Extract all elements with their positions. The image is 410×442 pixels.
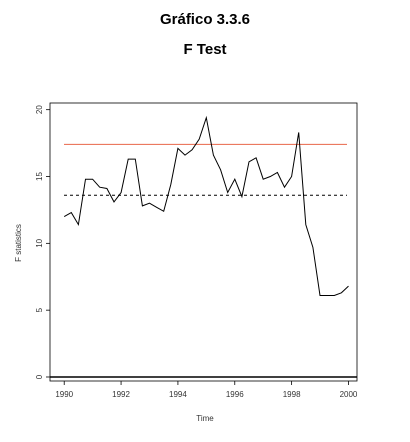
x-axis: 1990 1992 1994 1996 1998 2000 xyxy=(55,381,358,399)
reference-lines xyxy=(50,143,357,378)
x-tick-label: 2000 xyxy=(340,390,358,399)
x-tick-label: 1994 xyxy=(169,390,187,399)
y-tick-label: 0 xyxy=(35,374,44,379)
chart-subtitle: F Test xyxy=(183,41,227,58)
x-tick-label: 1990 xyxy=(55,390,73,399)
y-tick-label: 5 xyxy=(35,307,44,312)
plot-frame xyxy=(49,102,358,382)
series-layer xyxy=(63,115,349,296)
y-tick-label: 15 xyxy=(35,172,44,181)
x-tick-label: 1998 xyxy=(283,390,301,399)
y-tick-label: 20 xyxy=(35,105,44,114)
chart-title: Gráfico 3.3.6 xyxy=(159,11,251,28)
x-axis-label: Time xyxy=(196,414,214,423)
x-tick-label: 1996 xyxy=(226,390,244,399)
series-line-1 xyxy=(63,115,349,296)
x-tick-label: 1992 xyxy=(112,390,130,399)
y-tick-label: 10 xyxy=(35,238,44,247)
y-axis-label: F statistics xyxy=(14,224,23,262)
y-axis: 0 5 10 15 20 xyxy=(35,105,50,379)
